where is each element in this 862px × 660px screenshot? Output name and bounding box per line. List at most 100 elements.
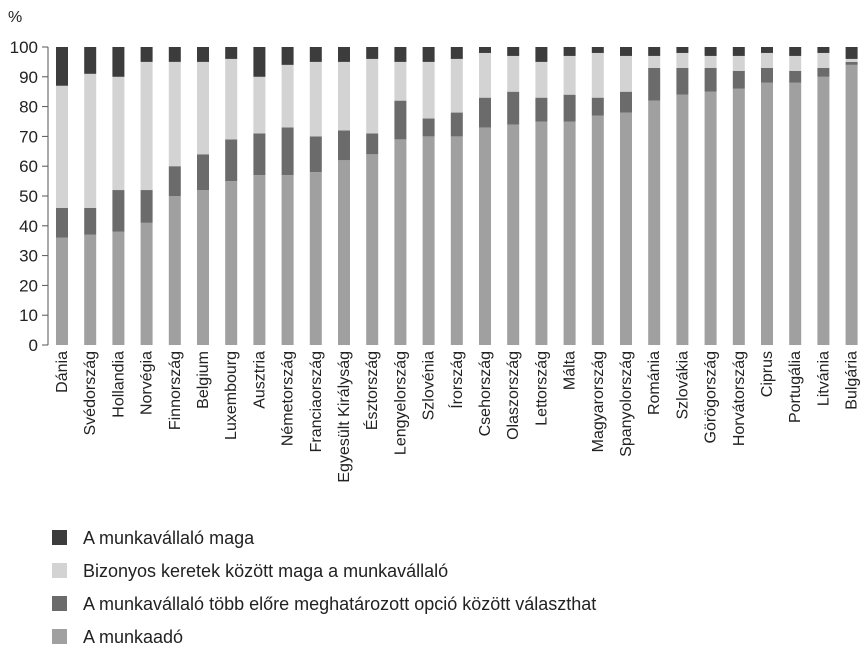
bar-segment-bizonyos-keretek-kozott-maga-a-munkavallalo <box>591 52 604 98</box>
x-tick-label: Ciprus <box>759 351 776 397</box>
bar-segment-a-munkavallalo-maga <box>817 47 830 53</box>
bar-segment-bizonyos-keretek-kozott-maga-a-munkavallalo <box>197 61 209 155</box>
x-tick-label: Egyesült Királyság <box>336 351 353 483</box>
bar-segment-a-munkavallalo-maga <box>761 47 773 53</box>
bar-segment-bizonyos-keretek-kozott-maga-a-munkavallalo <box>507 55 520 92</box>
bar-segment-bizonyos-keretek-kozott-maga-a-munkavallalo <box>168 61 181 167</box>
bar-segment-bizonyos-keretek-kozott-maga-a-munkavallalo <box>225 58 238 140</box>
bar-segment-a-munkavallalo-tobb-elore-meghatarozott-opcio-kozott-valaszthat <box>450 112 463 137</box>
bar-segment-bizonyos-keretek-kozott-maga-a-munkavallalo <box>140 61 153 191</box>
bar-stack-olaszorszag <box>507 47 520 345</box>
bar-segment-a-munkavallalo-maga <box>140 47 153 62</box>
bar-segment-a-munkavallalo-maga <box>591 47 604 53</box>
bar-segment-a-munkavallalo-tobb-elore-meghatarozott-opcio-kozott-valaszthat <box>422 118 435 137</box>
bar-segment-a-munkaado <box>676 94 689 346</box>
x-tick-label: Spanyolország <box>618 351 635 457</box>
bar-segment-a-munkavallalo-tobb-elore-meghatarozott-opcio-kozott-valaszthat <box>140 190 153 223</box>
bar-segment-a-munkaado <box>732 88 745 345</box>
bar-segment-a-munkavallalo-maga <box>620 47 632 56</box>
bar-segment-a-munkaado <box>168 196 181 345</box>
bar-segment-a-munkavallalo-maga <box>394 47 407 62</box>
bar-segment-a-munkavallalo-maga <box>563 47 576 56</box>
bar-segment-a-munkaado <box>281 175 294 345</box>
bar-segment-bizonyos-keretek-kozott-maga-a-munkavallalo <box>789 55 802 71</box>
x-tick-label: Románia <box>646 351 663 415</box>
bar-segment-bizonyos-keretek-kozott-maga-a-munkavallalo <box>253 76 266 134</box>
bar-segment-a-munkavallalo-tobb-elore-meghatarozott-opcio-kozott-valaszthat <box>732 70 745 89</box>
legend-item-a-munkaado: A munkaadó <box>52 627 183 647</box>
bar-segment-bizonyos-keretek-kozott-maga-a-munkavallalo <box>281 64 294 128</box>
bar-segment-a-munkaado <box>817 76 830 346</box>
bar-segment-a-munkaado <box>225 181 238 345</box>
x-tick-label: Szlovákia <box>674 351 691 420</box>
bar-segment-a-munkaado <box>450 136 463 345</box>
bar-segment-a-munkavallalo-maga <box>309 47 322 62</box>
legend-swatch <box>52 596 67 611</box>
bar-segment-a-munkavallalo-tobb-elore-meghatarozott-opcio-kozott-valaszthat <box>591 97 604 116</box>
x-tick-label: Szlovénia <box>421 351 438 420</box>
bar-segment-bizonyos-keretek-kozott-maga-a-munkavallalo <box>422 61 435 119</box>
x-tick-label: Észtország <box>362 351 381 430</box>
y-tick-label: 60 <box>19 157 38 176</box>
bar-segment-a-munkavallalo-maga <box>732 47 745 56</box>
bar-stack-egyesult-kiralysag <box>338 47 350 345</box>
bar-segment-bizonyos-keretek-kozott-maga-a-munkavallalo <box>112 76 125 191</box>
bar-stack-norvegia <box>140 47 153 345</box>
bar-segment-bizonyos-keretek-kozott-maga-a-munkavallalo <box>450 58 463 113</box>
bar-segment-a-munkaado <box>253 175 266 345</box>
bar-segment-a-munkavallalo-maga <box>535 47 548 62</box>
x-tick-label: Hollandia <box>110 351 127 418</box>
bar-stack-dania <box>56 47 68 345</box>
bar-segment-a-munkavallalo-maga <box>845 47 858 59</box>
bar-segment-a-munkavallalo-tobb-elore-meghatarozott-opcio-kozott-valaszthat <box>563 94 576 122</box>
x-axis-labels: Dánia Svédország Hollandia Norvégia Finnorsz… <box>54 351 861 483</box>
bar-stack-luxembourg <box>225 47 238 345</box>
bars-group <box>56 47 858 346</box>
bar-segment-a-munkaado <box>845 64 858 345</box>
bar-segment-a-munkavallalo-tobb-elore-meghatarozott-opcio-kozott-valaszthat <box>789 70 802 83</box>
y-unit-label: % <box>8 9 22 26</box>
x-tick-label: Görögország <box>703 351 720 444</box>
x-tick-label: Ausztria <box>251 351 268 409</box>
bar-segment-bizonyos-keretek-kozott-maga-a-munkavallalo <box>704 55 717 68</box>
legend-item-bizonyos-keretek-kozott-maga-a-munkavallalo: Bizonyos keretek között maga a munkaváll… <box>52 561 448 581</box>
bar-segment-a-munkaado <box>620 112 632 345</box>
bar-segment-a-munkavallalo-tobb-elore-meghatarozott-opcio-kozott-valaszthat <box>84 207 97 235</box>
bar-stack-lettorszag <box>535 47 548 345</box>
bar-segment-bizonyos-keretek-kozott-maga-a-munkavallalo <box>366 58 379 134</box>
bar-segment-a-munkaado <box>704 91 717 345</box>
legend-label: A munkavállaló több előre meghatározott … <box>83 594 596 614</box>
bar-segment-bizonyos-keretek-kozott-maga-a-munkavallalo <box>648 55 661 68</box>
x-tick-label: Lettország <box>533 351 550 426</box>
x-tick-label: Svédország <box>82 351 99 436</box>
bar-segment-bizonyos-keretek-kozott-maga-a-munkavallalo <box>761 52 773 68</box>
bar-segment-a-munkavallalo-tobb-elore-meghatarozott-opcio-kozott-valaszthat <box>620 91 632 113</box>
bar-segment-bizonyos-keretek-kozott-maga-a-munkavallalo <box>817 52 830 68</box>
bar-segment-a-munkaado <box>479 127 491 346</box>
bar-segment-a-munkavallalo-tobb-elore-meghatarozott-opcio-kozott-valaszthat <box>366 133 379 155</box>
bar-segment-a-munkavallalo-tobb-elore-meghatarozott-opcio-kozott-valaszthat <box>168 166 181 196</box>
bar-stack-hollandia <box>112 47 125 345</box>
bar-segment-a-munkavallalo-tobb-elore-meghatarozott-opcio-kozott-valaszthat <box>704 67 717 92</box>
bar-stack-finnorszag <box>168 47 181 345</box>
bar-segment-a-munkavallalo-maga <box>789 47 802 56</box>
x-tick-label: Franciaország <box>308 351 325 452</box>
bar-segment-a-munkaado <box>338 160 350 345</box>
bar-segment-a-munkavallalo-tobb-elore-meghatarozott-opcio-kozott-valaszthat <box>648 67 661 101</box>
bar-stack-gorogorszag <box>704 47 717 345</box>
y-tick-label: 20 <box>19 276 38 295</box>
bar-segment-a-munkavallalo-maga <box>422 47 435 62</box>
legend: A munkavállaló maga Bizonyos keretek közö… <box>52 528 596 647</box>
bar-stack-szlovenia <box>422 47 435 345</box>
bar-segment-a-munkavallalo-maga <box>112 47 125 77</box>
bar-stack-spanyolorszag <box>620 47 632 345</box>
x-tick-label: Olaszország <box>505 351 522 440</box>
bar-segment-a-munkavallalo-tobb-elore-meghatarozott-opcio-kozott-valaszthat <box>112 190 125 232</box>
legend-item-a-munkavallalo-maga: A munkavállaló maga <box>52 528 255 548</box>
bar-segment-a-munkavallalo-tobb-elore-meghatarozott-opcio-kozott-valaszthat <box>761 67 773 83</box>
bar-stack-ausztria <box>253 47 266 345</box>
y-tick-label: 0 <box>29 336 38 355</box>
legend-swatch <box>52 530 67 545</box>
